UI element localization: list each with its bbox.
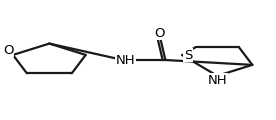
Text: O: O bbox=[155, 27, 165, 39]
Text: NH: NH bbox=[208, 74, 227, 87]
Text: NH: NH bbox=[116, 54, 136, 66]
Text: S: S bbox=[184, 49, 192, 62]
Text: O: O bbox=[3, 44, 13, 57]
